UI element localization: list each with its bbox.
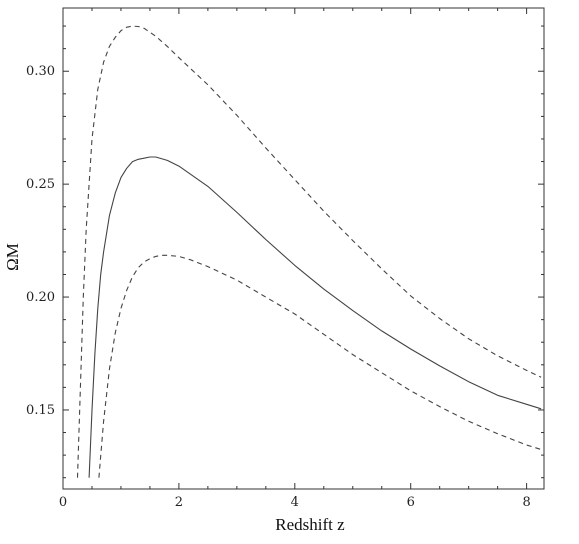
- x-tick-label: 2: [175, 495, 183, 510]
- x-tick-label: 8: [522, 495, 530, 510]
- tick-labels: 0 2 4 6 8 0.15 0.20 0.25 0.30: [26, 64, 531, 510]
- y-tick-label: 0.15: [26, 403, 55, 418]
- axis-ticks: [62, 8, 544, 489]
- x-tick-label: 4: [291, 495, 299, 510]
- plot-frame: [62, 7, 545, 490]
- series-line-solid: [88, 156, 542, 478]
- series-group: [76, 25, 542, 478]
- y-tick-label: 0.25: [26, 177, 55, 192]
- x-tick-label: 6: [407, 495, 415, 510]
- x-axis-title: Redshift z: [275, 515, 345, 534]
- y-tick-label: 0.20: [26, 290, 55, 305]
- x-tick-label: 0: [59, 495, 67, 510]
- series-line-dashed-2: [98, 254, 542, 478]
- y-axis-title: ΩM: [3, 243, 22, 271]
- y-tick-label: 0.30: [26, 64, 55, 79]
- series-line-dashed-1: [76, 25, 542, 478]
